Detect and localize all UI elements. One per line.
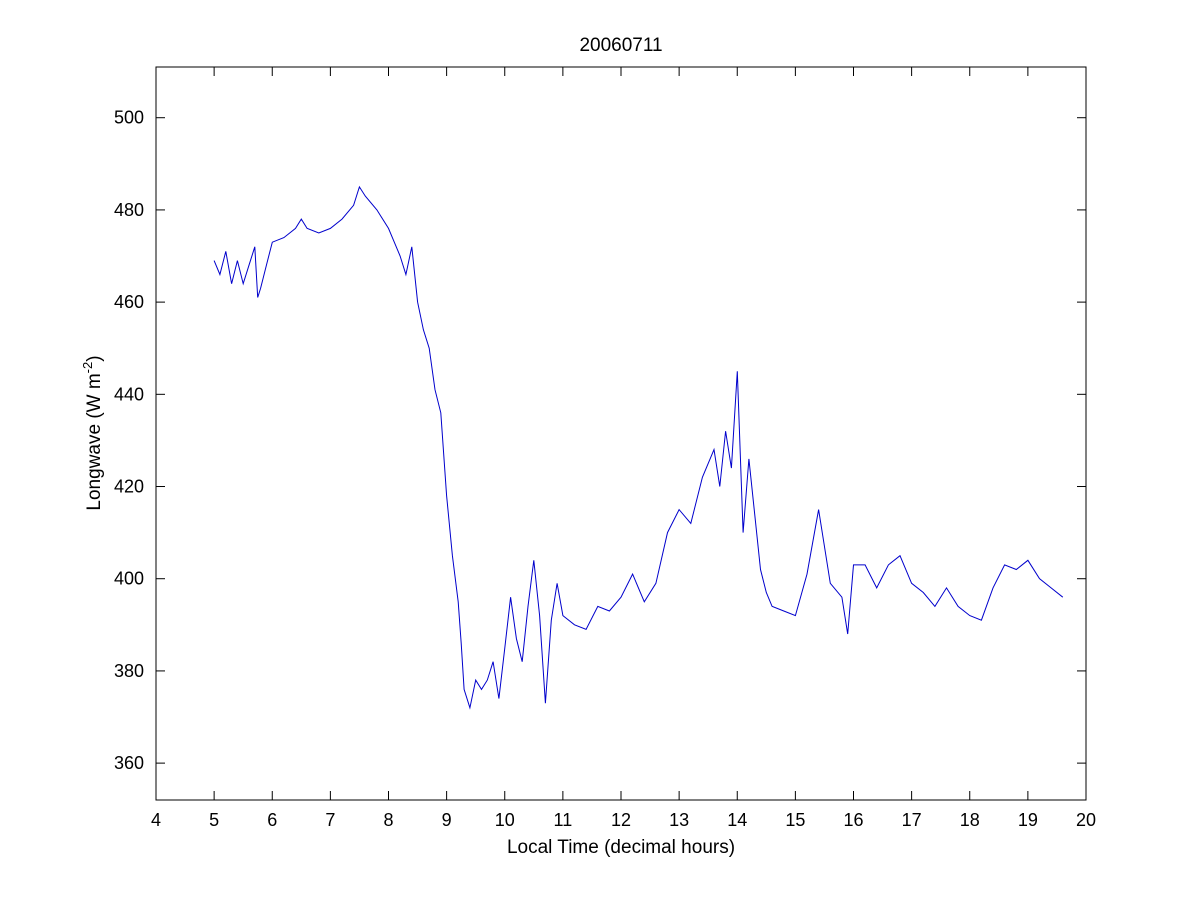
- x-tick-label: 4: [151, 810, 161, 830]
- x-tick-label: 8: [383, 810, 393, 830]
- x-tick-label: 20: [1076, 810, 1096, 830]
- x-tick-label: 11: [554, 810, 573, 830]
- y-tick-label: 460: [114, 292, 144, 312]
- x-tick-label: 17: [902, 810, 922, 830]
- x-tick-label: 16: [843, 810, 863, 830]
- x-tick-label: 14: [727, 810, 747, 830]
- x-tick-label: 12: [611, 810, 631, 830]
- x-tick-label: 13: [669, 810, 689, 830]
- y-tick-label: 480: [114, 200, 144, 220]
- x-tick-labels: 4 5 6 7 8 9 10 11 12 13 14 15 16 17 18 19 20: [151, 810, 1096, 830]
- chart-title: 20060711: [579, 35, 662, 56]
- x-tick-label: 10: [495, 810, 515, 830]
- y-axis-label-superscript: -2: [80, 362, 95, 374]
- plot-area-frame: [155, 66, 1087, 801]
- y-tick-label: 420: [114, 477, 144, 497]
- tick-marks: [155, 67, 1087, 800]
- y-axis-label-main: Longwave (W m: [84, 373, 105, 510]
- y-tick-labels: 360 380 400 420 440 460 480 500: [114, 108, 144, 773]
- x-tick-label: 19: [1018, 810, 1038, 830]
- y-axis-label-close: ): [84, 355, 105, 361]
- y-tick-label: 400: [114, 569, 144, 589]
- y-tick-label: 380: [114, 661, 144, 681]
- x-tick-label: 5: [209, 810, 219, 830]
- x-tick-label: 9: [442, 810, 452, 830]
- x-tick-label: 6: [267, 810, 277, 830]
- y-axis-label: Longwave (W m-2): [80, 355, 105, 510]
- x-tick-label: 18: [960, 810, 980, 830]
- y-tick-label: 440: [114, 384, 144, 404]
- y-tick-label: 360: [114, 753, 144, 773]
- y-tick-label: 500: [114, 108, 144, 128]
- x-axis-label: Local Time (decimal hours): [507, 837, 735, 858]
- series-line: [213, 185, 1064, 710]
- x-tick-label: 7: [325, 810, 335, 830]
- x-tick-label: 15: [785, 810, 805, 830]
